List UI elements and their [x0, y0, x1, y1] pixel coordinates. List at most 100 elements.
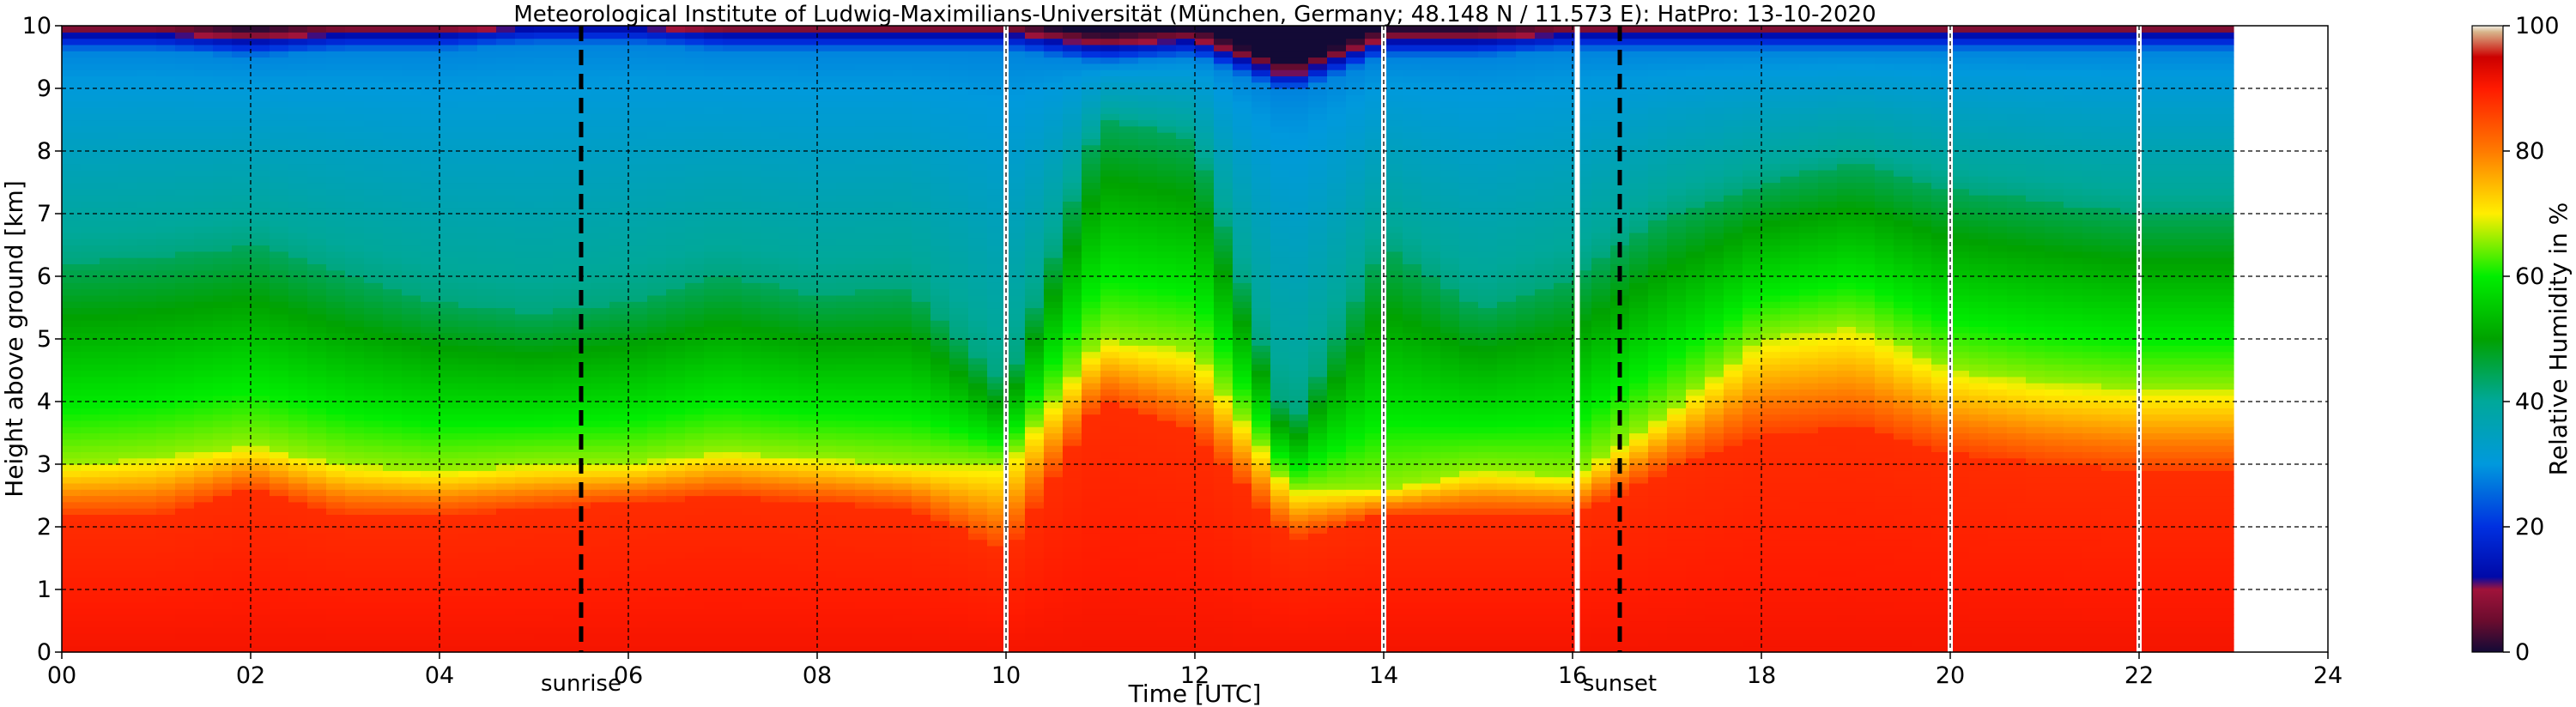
rh-cell	[288, 332, 308, 340]
rh-cell	[307, 482, 327, 490]
rh-cell	[156, 464, 176, 471]
rh-cell	[213, 432, 233, 440]
rh-cell	[345, 482, 365, 490]
rh-cell	[723, 119, 742, 127]
rh-cell	[421, 207, 440, 215]
rh-cell	[383, 282, 403, 290]
rh-cell	[704, 552, 724, 559]
rh-cell	[912, 176, 931, 184]
rh-cell	[251, 169, 270, 177]
rh-cell	[421, 432, 440, 440]
rh-cell	[515, 482, 535, 490]
rh-cell	[817, 251, 837, 258]
rh-cell	[194, 214, 214, 221]
rh-cell	[742, 589, 761, 596]
rh-cell	[100, 144, 119, 152]
rh-cell	[855, 432, 875, 440]
rh-cell	[326, 332, 346, 340]
rh-cell	[232, 138, 252, 146]
rh-cell	[402, 144, 421, 152]
rh-cell	[666, 251, 686, 258]
rh-cell	[761, 313, 780, 321]
rh-cell	[251, 339, 270, 346]
rh-cell	[817, 464, 837, 471]
rh-cell	[893, 88, 912, 95]
rh-cell	[81, 320, 100, 327]
rh-cell	[156, 389, 176, 396]
rh-cell	[704, 432, 724, 440]
rh-cell	[534, 288, 554, 296]
rh-cell	[874, 545, 894, 553]
rh-cell	[609, 489, 629, 497]
rh-cell	[62, 395, 82, 402]
rh-cell	[893, 332, 912, 340]
rh-cell	[100, 88, 119, 95]
rh-cell	[383, 113, 403, 121]
rh-cell	[949, 571, 969, 577]
rh-cell	[251, 589, 270, 596]
rh-cell	[874, 245, 894, 252]
rh-cell	[251, 476, 270, 484]
rh-cell	[194, 144, 214, 152]
rh-cell	[817, 226, 837, 233]
rh-cell	[232, 288, 252, 296]
rh-cell	[156, 138, 176, 146]
rh-cell	[742, 157, 761, 165]
rh-cell	[666, 351, 686, 359]
rh-cell	[288, 614, 308, 622]
rh-cell	[647, 288, 667, 296]
rh-cell	[232, 132, 252, 139]
rh-cell	[761, 364, 780, 372]
rh-cell	[62, 601, 82, 609]
rh-cell	[628, 57, 648, 64]
chart-title: Meteorological Institute of Ludwig-Maxim…	[513, 2, 1876, 27]
rh-cell	[685, 94, 705, 102]
rh-cell	[402, 595, 421, 603]
rh-cell	[345, 100, 365, 108]
rh-cell	[194, 395, 214, 402]
rh-cell	[761, 432, 780, 440]
rh-cell	[439, 426, 459, 434]
rh-cell	[515, 571, 535, 577]
rh-cell	[553, 320, 573, 327]
rh-cell	[949, 339, 969, 346]
rh-cell	[761, 633, 780, 640]
rh-cell	[100, 645, 119, 653]
rh-cell	[137, 376, 157, 384]
rh-cell	[949, 294, 969, 302]
rh-cell	[930, 539, 950, 547]
rh-cell	[609, 76, 629, 83]
rh-cell	[81, 32, 100, 39]
rh-cell	[175, 389, 195, 396]
rh-cell	[364, 395, 384, 402]
rh-cell	[156, 514, 176, 522]
rh-cell	[742, 583, 761, 590]
rh-cell	[779, 207, 799, 215]
rh-cell	[761, 232, 780, 239]
rh-cell	[647, 571, 667, 577]
rh-cell	[987, 307, 1007, 315]
rh-cell	[364, 376, 384, 384]
rh-cell	[987, 94, 1007, 102]
rh-cell	[836, 176, 856, 184]
rh-cell	[383, 601, 403, 609]
rh-cell	[628, 82, 648, 89]
rh-cell	[100, 414, 119, 421]
rh-cell	[609, 633, 629, 640]
rh-cell	[949, 63, 969, 70]
rh-cell	[817, 476, 837, 484]
rh-cell	[723, 163, 742, 171]
rh-cell	[874, 239, 894, 246]
rh-cell	[779, 527, 799, 534]
rh-cell	[893, 320, 912, 327]
rh-cell	[666, 144, 686, 152]
rh-cell	[100, 395, 119, 402]
rh-cell	[477, 438, 497, 446]
rh-cell	[458, 626, 478, 634]
rh-cell	[968, 357, 988, 365]
rh-cell	[156, 326, 176, 334]
rh-cell	[100, 307, 119, 315]
rh-cell	[930, 207, 950, 215]
rh-cell	[666, 163, 686, 171]
rh-cell	[100, 63, 119, 70]
